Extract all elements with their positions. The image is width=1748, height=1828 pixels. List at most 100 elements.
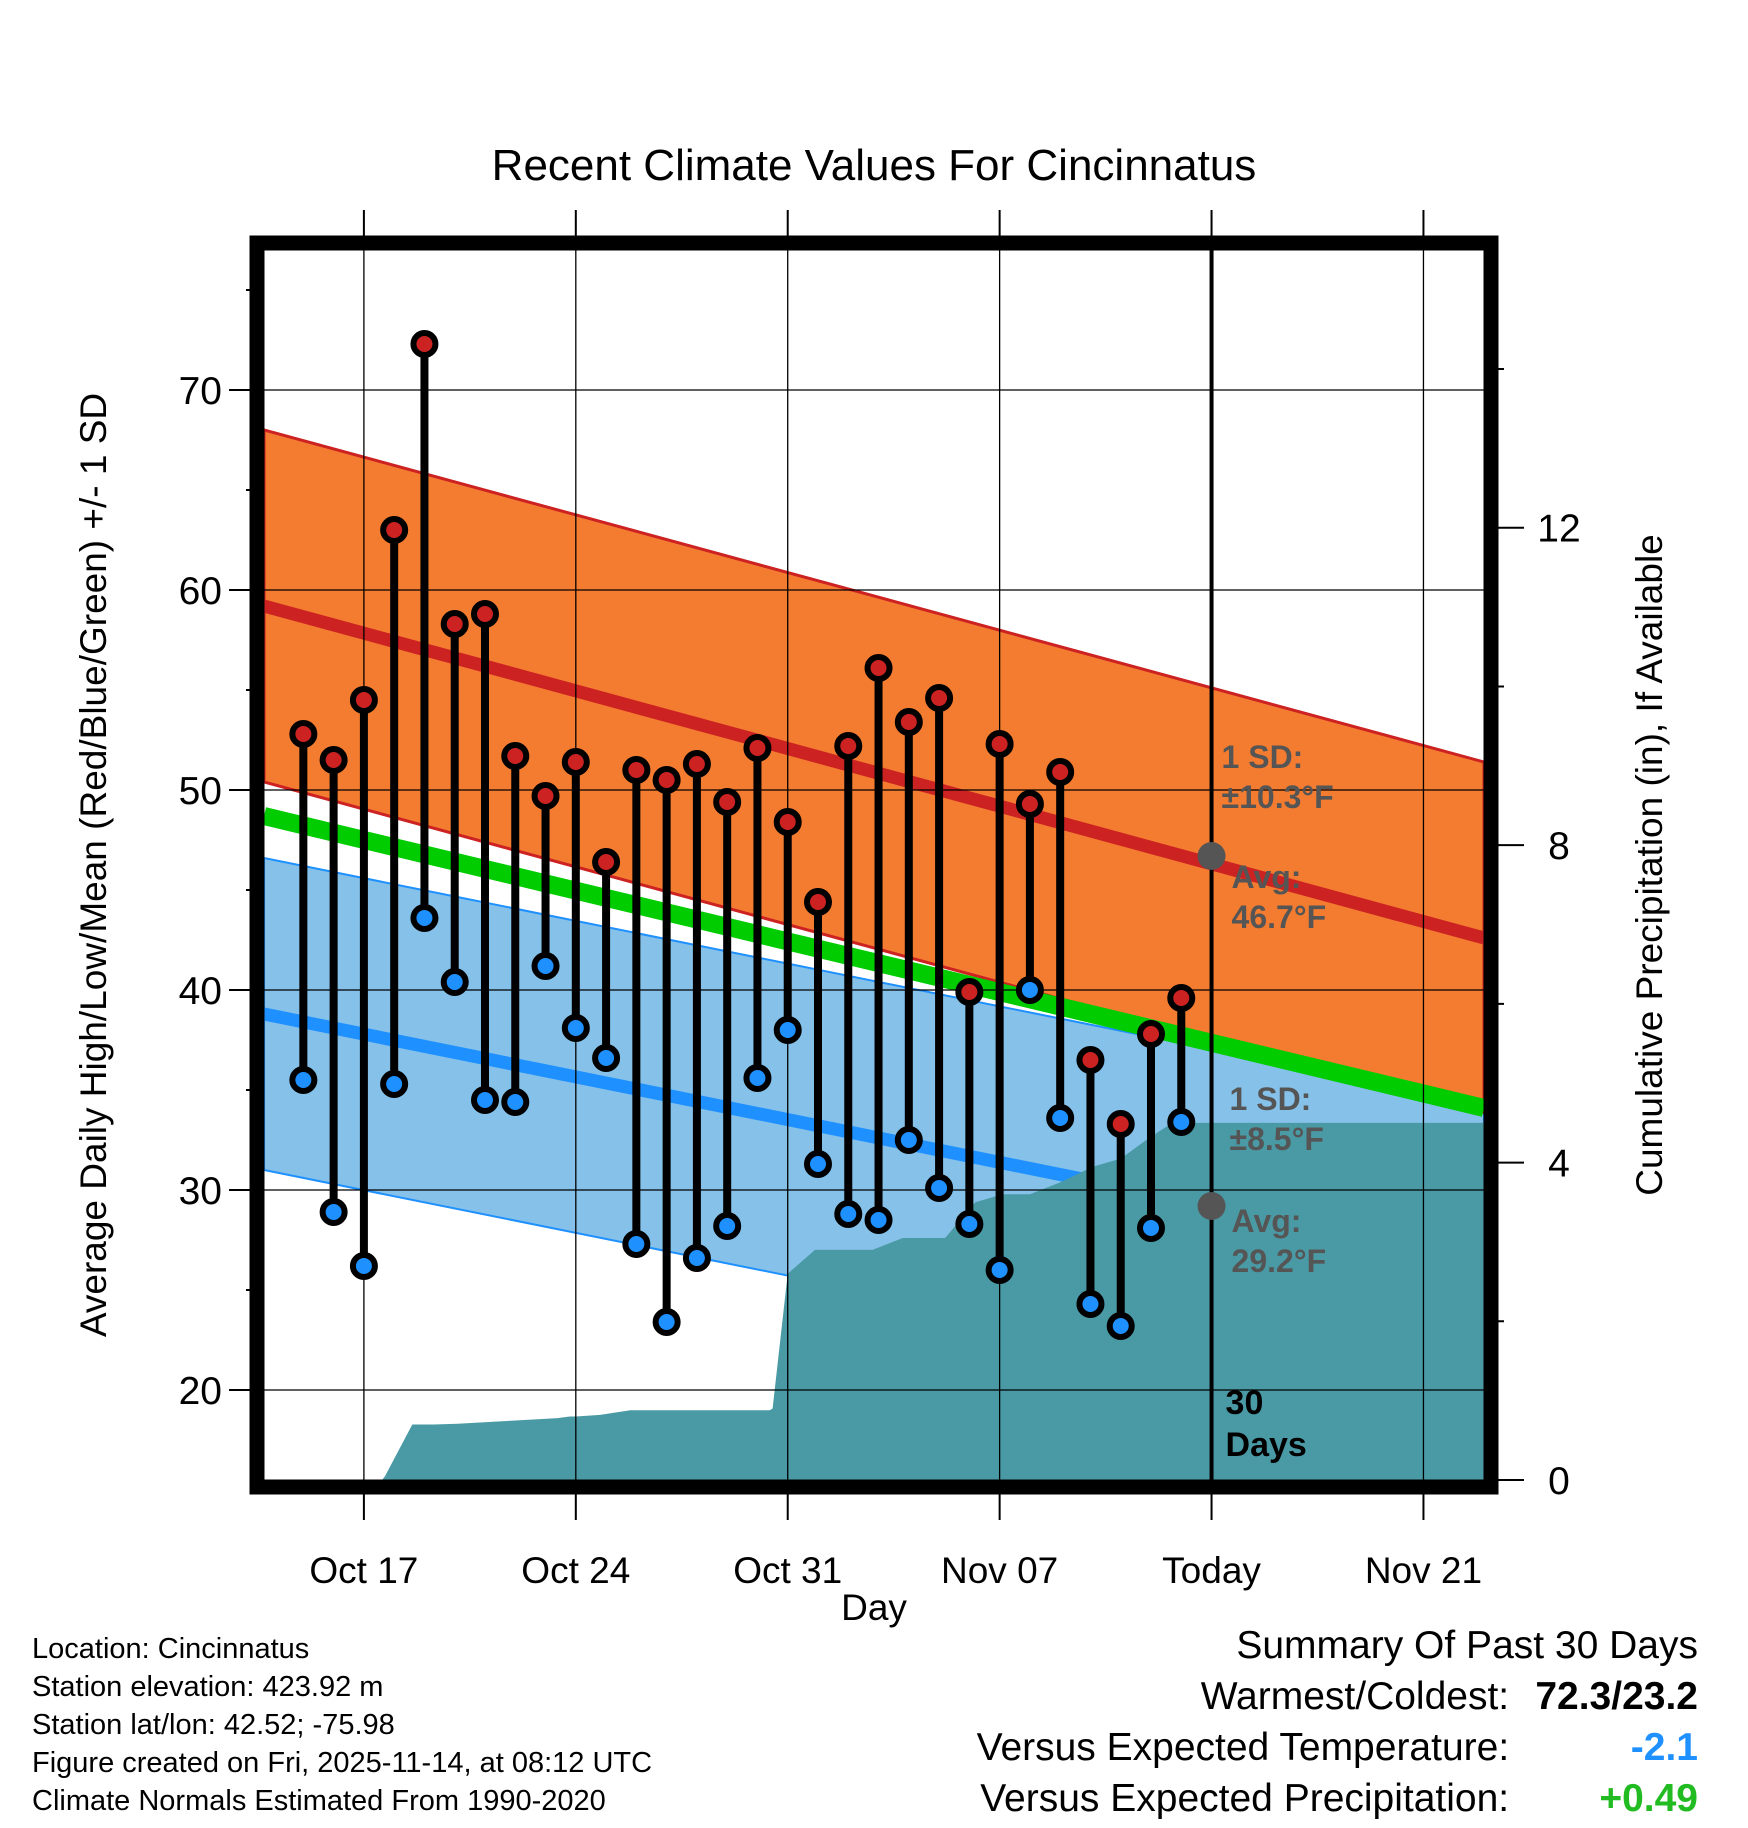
high-temp-point <box>1167 984 1196 1012</box>
high-sd-value: ±10.3°F <box>1222 779 1334 815</box>
high-temp-point <box>289 720 318 748</box>
temperature-markers <box>289 330 1196 1340</box>
precip-label: Versus Expected Precipitation: <box>980 1777 1510 1820</box>
low-temp-point <box>1076 1290 1105 1318</box>
high-temp-point <box>1015 790 1044 818</box>
low-temp-point <box>531 952 560 980</box>
y2-tick-label: 8 <box>1548 825 1570 868</box>
low-avg-value: 29.2°F <box>1232 1243 1327 1279</box>
low-temp-point <box>834 1200 863 1228</box>
high-temp-point <box>652 766 681 794</box>
high-temp-point <box>925 684 954 712</box>
summary-precip-row: Versus Expected Precipitation: +0.49 <box>977 1773 1698 1824</box>
high-temp-point <box>1106 1110 1135 1138</box>
high-temp-point <box>531 782 560 810</box>
mean-normal-line <box>264 807 1484 1117</box>
warmest-label: Warmest/Coldest: <box>1200 1675 1510 1718</box>
high-temp-point <box>1136 1020 1165 1048</box>
normal-bands <box>264 428 1484 1480</box>
summary-warmest-row: Warmest/Coldest: 72.3/23.2 <box>977 1671 1698 1722</box>
low-temp-point <box>925 1174 954 1202</box>
low-temp-point <box>652 1308 681 1336</box>
low-temp-point <box>289 1066 318 1094</box>
y-tick-label: 50 <box>179 770 222 813</box>
low-temp-point <box>955 1210 984 1238</box>
high-temp-point <box>894 708 923 736</box>
low-temp-point <box>682 1244 711 1272</box>
high-normal-line <box>264 599 1484 945</box>
low-temp-point <box>561 1014 590 1042</box>
summary-heading: Summary Of Past 30 Days <box>1236 1624 1698 1667</box>
high-temp-point <box>773 808 802 836</box>
precip-value: +0.49 <box>1599 1777 1698 1820</box>
x-axis-label: Day <box>841 1587 907 1628</box>
y-tick-label: 40 <box>179 970 222 1013</box>
high-temp-point <box>864 654 893 682</box>
summary-temp-row: Versus Expected Temperature: -2.1 <box>977 1722 1698 1773</box>
latlon-text: Station lat/lon: 42.52; -75.98 <box>32 1709 395 1741</box>
low-temp-point <box>894 1126 923 1154</box>
x-tick-label: Oct 17 <box>309 1550 418 1591</box>
high-temp-point <box>985 730 1014 758</box>
low-temp-point <box>773 1016 802 1044</box>
temp-value: -2.1 <box>1630 1726 1698 1769</box>
high-temp-point <box>622 756 651 784</box>
temp-label: Versus Expected Temperature: <box>976 1726 1510 1769</box>
low-temp-point <box>349 1252 378 1280</box>
high-temp-point <box>803 888 832 916</box>
y2-tick-label: 12 <box>1537 508 1580 551</box>
elevation-text: Station elevation: 423.92 m <box>32 1671 384 1703</box>
precip-area <box>300 1122 1484 1480</box>
location-text: Location: Cincinnatus <box>32 1633 310 1665</box>
days-count-label: 30 <box>1226 1384 1264 1422</box>
low-temp-point <box>319 1198 348 1226</box>
low-temp-point <box>1015 976 1044 1004</box>
plot-frame <box>249 235 1499 1495</box>
y-tick-label: 60 <box>179 570 222 613</box>
chart-title: Recent Climate Values For Cincinnatus <box>492 141 1257 190</box>
high-temp-point <box>470 600 499 628</box>
created-text: Figure created on Fri, 2025-11-14, at 08… <box>32 1747 653 1779</box>
high-temp-point <box>955 978 984 1006</box>
high-temp-point <box>682 750 711 778</box>
low-temp-point <box>470 1086 499 1114</box>
low-temp-point <box>622 1230 651 1258</box>
low-avg-marker <box>1197 1192 1226 1220</box>
high-temp-point <box>561 748 590 776</box>
normals-text: Climate Normals Estimated From 1990-2020 <box>32 1785 606 1817</box>
high-temp-point <box>319 746 348 774</box>
low-temp-point <box>440 968 469 996</box>
y2-tick-label: 4 <box>1548 1143 1570 1186</box>
low-temp-point <box>1167 1108 1196 1136</box>
x-tick-label: Oct 24 <box>521 1550 630 1591</box>
y2-axis-label: Cumulative Precipitation (in), If Availa… <box>1629 534 1670 1196</box>
x-tick-label: Today <box>1162 1550 1261 1591</box>
low-temp-point <box>1106 1312 1135 1340</box>
high-temp-point <box>743 734 772 762</box>
high-avg-value: 46.7°F <box>1232 899 1327 935</box>
station-info: Location: Cincinnatus Station elevation:… <box>32 1630 652 1820</box>
low-temp-point <box>380 1070 409 1098</box>
low-temp-point <box>803 1150 832 1178</box>
y-axis-label: Average Daily High/Low/Mean (Red/Blue/Gr… <box>73 393 114 1337</box>
annotations: 1 SD: ±10.3°F Avg: 46.7°F 1 SD: ±8.5°F Avg: 29.… <box>1197 739 1334 1464</box>
x-tick-label: Nov 07 <box>941 1550 1058 1591</box>
high-temp-point <box>380 516 409 544</box>
high-temp-point <box>592 848 621 876</box>
warmest-value: 72.3/23.2 <box>1535 1675 1698 1718</box>
low-temp-point <box>1046 1104 1075 1132</box>
high-temp-point <box>834 732 863 760</box>
low-sd-value: ±8.5°F <box>1230 1121 1324 1157</box>
y-tick-label: 30 <box>179 1170 222 1213</box>
high-avg-label: Avg: <box>1232 859 1302 895</box>
high-temp-point <box>713 788 742 816</box>
low-temp-point <box>501 1088 530 1116</box>
y2-tick-label: 0 <box>1548 1460 1570 1503</box>
low-sd-label: 1 SD: <box>1230 1081 1312 1117</box>
high-temp-point <box>440 610 469 638</box>
high-temp-point <box>1076 1046 1105 1074</box>
low-temp-point <box>985 1256 1014 1284</box>
x-tick-label: Nov 21 <box>1365 1550 1482 1591</box>
